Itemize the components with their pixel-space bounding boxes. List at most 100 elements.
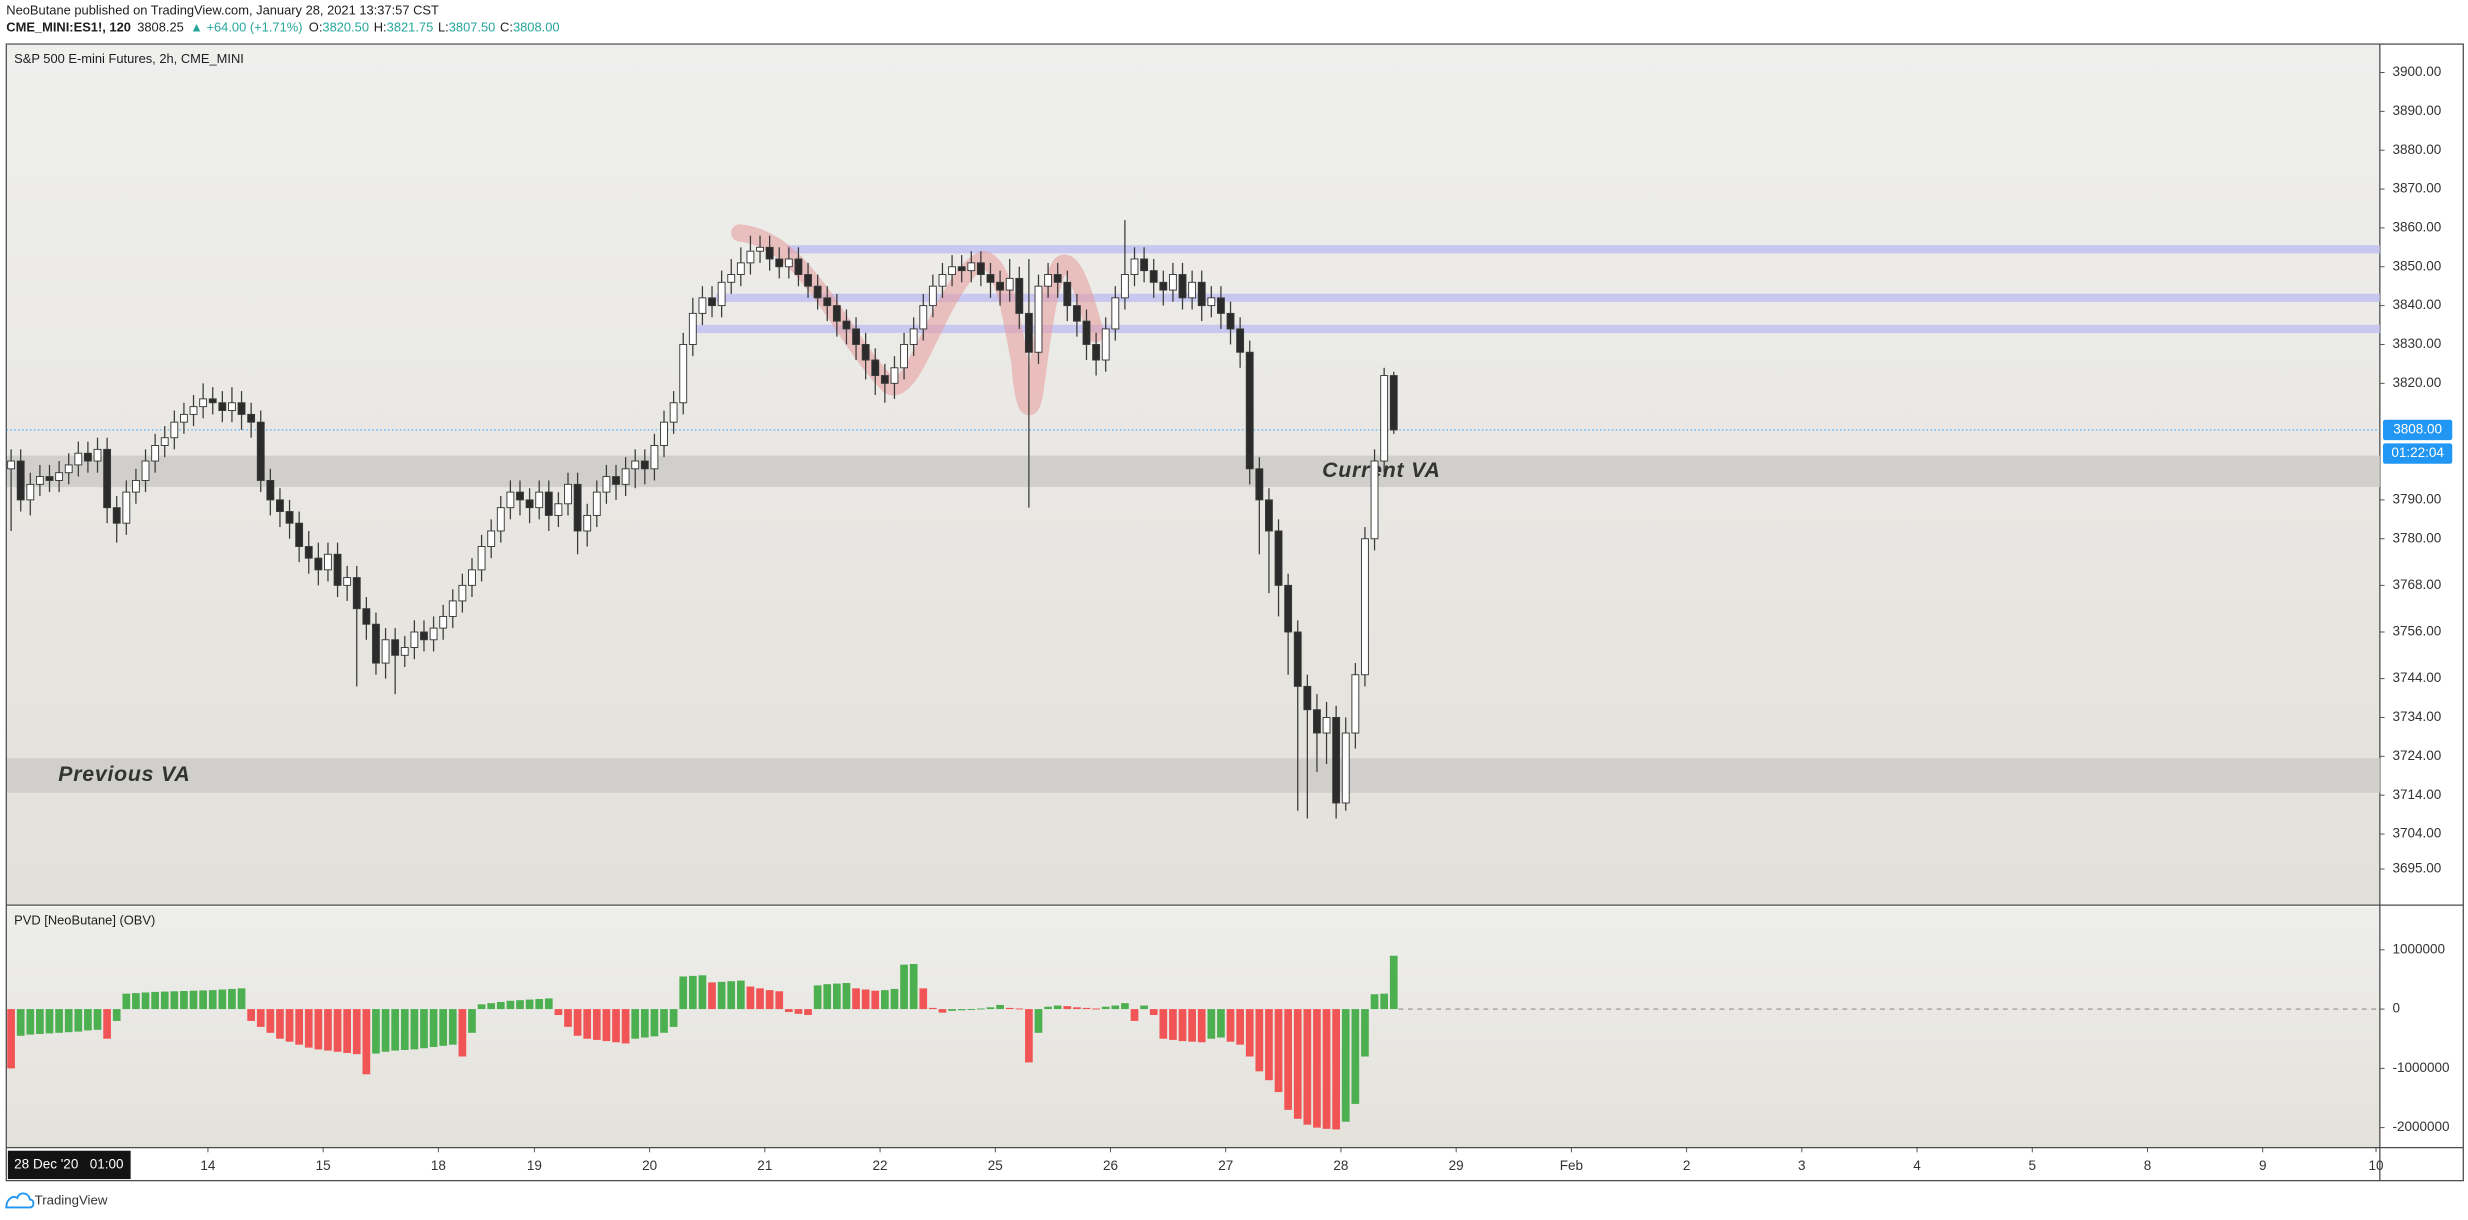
pvd-bar	[64, 1009, 73, 1033]
candle-body	[1024, 312, 1033, 353]
logo-icon	[5, 1192, 35, 1209]
pvd-bar	[1169, 1009, 1177, 1040]
pvd-bar	[295, 1009, 303, 1045]
pvd-bar	[765, 990, 774, 1010]
candle-body	[775, 258, 784, 268]
pvd-bar	[631, 1009, 640, 1039]
pvd-bar	[132, 993, 140, 1010]
candle-body	[573, 483, 582, 532]
pvd-bar	[1015, 1008, 1024, 1010]
candle-body	[1332, 717, 1341, 804]
pvd-bar	[74, 1009, 83, 1032]
x-tick-label: 8	[2144, 1158, 2152, 1173]
pvd-bar	[612, 1009, 620, 1043]
candle-body	[1370, 460, 1379, 540]
candle-body	[1063, 281, 1072, 307]
candle-body	[986, 274, 995, 283]
pvd-bar	[621, 1009, 630, 1044]
pvd-bar	[640, 1009, 649, 1038]
candle-body	[93, 448, 102, 462]
pvd-bar	[189, 990, 198, 1010]
candle-body	[400, 647, 409, 656]
pvd-bar	[506, 1000, 515, 1010]
pvd-bar	[688, 975, 697, 1010]
change: ▲ +64.00 (+1.71%)	[190, 20, 302, 35]
pvd-bar	[496, 1001, 505, 1010]
pvd-bar	[583, 1009, 592, 1039]
y-tick-label: 3870.00	[2392, 181, 2441, 196]
candle-body	[1053, 274, 1062, 283]
candle-body	[468, 569, 476, 586]
candle-body	[112, 507, 121, 524]
pvd-bar	[1044, 1006, 1052, 1010]
pvd-bar	[170, 991, 179, 1010]
pvd-bar	[314, 1009, 323, 1050]
candle-body	[823, 297, 832, 307]
x-tick-label: 5	[2029, 1158, 2037, 1173]
ohlc-key: H:	[374, 20, 387, 35]
pvd-bar	[785, 1009, 793, 1013]
candle-body	[1044, 274, 1053, 287]
pvd-bar	[938, 1009, 947, 1013]
candle-body	[362, 608, 371, 625]
candle-body	[1034, 285, 1043, 353]
candle-body	[592, 491, 601, 516]
candle-body	[660, 421, 668, 446]
y-tick-label: 3714.00	[2392, 787, 2441, 802]
pvd-bar	[592, 1009, 601, 1040]
pvd-bar	[698, 975, 707, 1010]
y-tick-label: 3790.00	[2392, 491, 2441, 506]
candle-body	[343, 577, 352, 586]
candle-body	[1265, 499, 1273, 532]
candle-body	[208, 398, 217, 404]
pvd-bar	[1121, 1003, 1129, 1010]
countdown-box	[2383, 443, 2453, 464]
pvd-bar	[343, 1009, 351, 1053]
pvd-bar	[276, 1009, 284, 1039]
pvd-bar	[468, 1009, 476, 1033]
x-tick-label: 2	[1683, 1158, 1691, 1173]
y-tick-label: -2000000	[2392, 1119, 2449, 1134]
pvd-bar	[122, 993, 131, 1010]
candle-body	[420, 631, 428, 641]
pvd-bar	[256, 1009, 265, 1027]
candle-body	[612, 476, 620, 485]
candle-body	[199, 398, 208, 408]
y-tick-label: 3704.00	[2392, 826, 2441, 841]
pvd-bar	[1265, 1009, 1273, 1081]
candle-body	[26, 483, 35, 501]
candle-body	[890, 367, 899, 384]
candle-body	[180, 413, 188, 423]
symbol: CME_MINI:ES1!, 120	[6, 20, 131, 35]
candle-body	[669, 402, 678, 423]
pvd-bar	[833, 983, 841, 1010]
pvd-bar	[7, 1009, 15, 1069]
publisher-line: NeoButane published on TradingView.com, …	[6, 2, 439, 17]
candle-body	[458, 584, 467, 602]
indicator-plot	[7, 955, 2380, 1130]
last-price-label: 3808.00	[2393, 422, 2442, 437]
pvd-bar	[881, 990, 889, 1010]
pvd-bar	[362, 1009, 371, 1075]
y-tick-label: 3734.00	[2392, 709, 2441, 724]
candle-body	[304, 546, 313, 559]
x-tick-label: Feb	[1560, 1158, 1583, 1173]
candle-body	[1188, 281, 1197, 299]
pvd-bar	[909, 964, 918, 1010]
candle-body	[1216, 297, 1225, 314]
candle-body	[957, 266, 966, 272]
pvd-bar	[199, 990, 207, 1010]
pvd-bar	[237, 988, 246, 1010]
pvd-bar	[717, 981, 726, 1010]
pvd-bar	[1303, 1009, 1312, 1125]
brand: TradingView	[35, 1193, 108, 1208]
pvd-bar	[544, 998, 553, 1010]
pvd-bar	[861, 989, 870, 1010]
pvd-bar	[1207, 1009, 1216, 1039]
candle-body	[477, 546, 486, 571]
pvd-bar	[410, 1009, 419, 1050]
candle-body	[141, 460, 150, 481]
candle-body	[813, 285, 822, 299]
candle-body	[189, 406, 198, 415]
pvd-bar	[996, 1004, 1004, 1010]
